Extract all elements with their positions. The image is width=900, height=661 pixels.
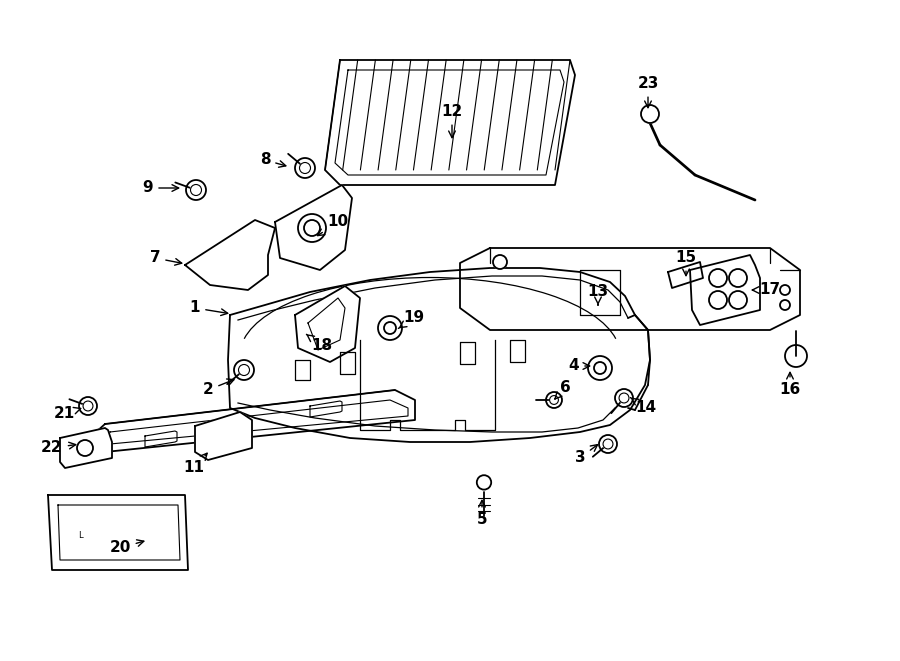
Circle shape: [191, 184, 202, 196]
Text: 5: 5: [477, 500, 487, 527]
Text: 11: 11: [184, 453, 207, 475]
Circle shape: [384, 322, 396, 334]
Text: L: L: [77, 531, 82, 539]
Circle shape: [493, 255, 507, 269]
Text: 15: 15: [675, 251, 697, 276]
Text: 1: 1: [190, 301, 228, 315]
Polygon shape: [510, 340, 525, 362]
Circle shape: [83, 401, 93, 411]
Circle shape: [729, 291, 747, 309]
Polygon shape: [275, 185, 352, 270]
Polygon shape: [295, 360, 310, 380]
Text: 3: 3: [575, 445, 598, 465]
Text: 10: 10: [318, 215, 348, 235]
Circle shape: [780, 285, 790, 295]
Circle shape: [79, 397, 97, 415]
Circle shape: [709, 291, 727, 309]
Circle shape: [729, 269, 747, 287]
Text: 19: 19: [399, 311, 425, 329]
Circle shape: [615, 389, 633, 407]
Circle shape: [477, 475, 491, 490]
Text: 6: 6: [554, 381, 571, 399]
Text: 23: 23: [637, 77, 659, 108]
Polygon shape: [295, 286, 360, 362]
Circle shape: [709, 269, 727, 287]
Polygon shape: [668, 262, 703, 288]
Circle shape: [785, 345, 807, 367]
Circle shape: [780, 300, 790, 310]
Circle shape: [304, 220, 320, 236]
Polygon shape: [85, 390, 415, 452]
Circle shape: [298, 214, 326, 242]
Text: 2: 2: [202, 379, 234, 397]
Text: 9: 9: [143, 180, 179, 196]
Text: 22: 22: [41, 440, 76, 455]
Polygon shape: [228, 268, 650, 442]
Polygon shape: [460, 248, 800, 330]
Circle shape: [550, 395, 558, 405]
Text: 8: 8: [260, 153, 286, 167]
Text: 7: 7: [149, 251, 182, 266]
Circle shape: [641, 105, 659, 123]
Text: 4: 4: [569, 358, 590, 373]
Polygon shape: [340, 352, 355, 374]
Circle shape: [238, 364, 249, 375]
Circle shape: [77, 440, 93, 456]
Text: 12: 12: [441, 104, 463, 137]
Polygon shape: [185, 220, 275, 290]
Text: 20: 20: [109, 540, 144, 555]
Text: 17: 17: [752, 282, 780, 297]
Polygon shape: [460, 342, 475, 364]
Polygon shape: [325, 60, 575, 185]
Polygon shape: [195, 412, 252, 460]
Circle shape: [186, 180, 206, 200]
Circle shape: [300, 163, 310, 173]
Text: 16: 16: [779, 372, 801, 397]
Text: 14: 14: [630, 397, 657, 416]
Circle shape: [234, 360, 254, 380]
Circle shape: [378, 316, 402, 340]
Circle shape: [546, 392, 562, 408]
Polygon shape: [48, 495, 188, 570]
Polygon shape: [60, 428, 112, 468]
Circle shape: [603, 439, 613, 449]
Circle shape: [599, 435, 617, 453]
Circle shape: [619, 393, 629, 403]
Text: 21: 21: [53, 407, 81, 422]
Circle shape: [594, 362, 606, 374]
Circle shape: [588, 356, 612, 380]
Text: 18: 18: [306, 334, 333, 354]
Text: 13: 13: [588, 284, 608, 305]
Circle shape: [295, 158, 315, 178]
Polygon shape: [690, 255, 760, 325]
